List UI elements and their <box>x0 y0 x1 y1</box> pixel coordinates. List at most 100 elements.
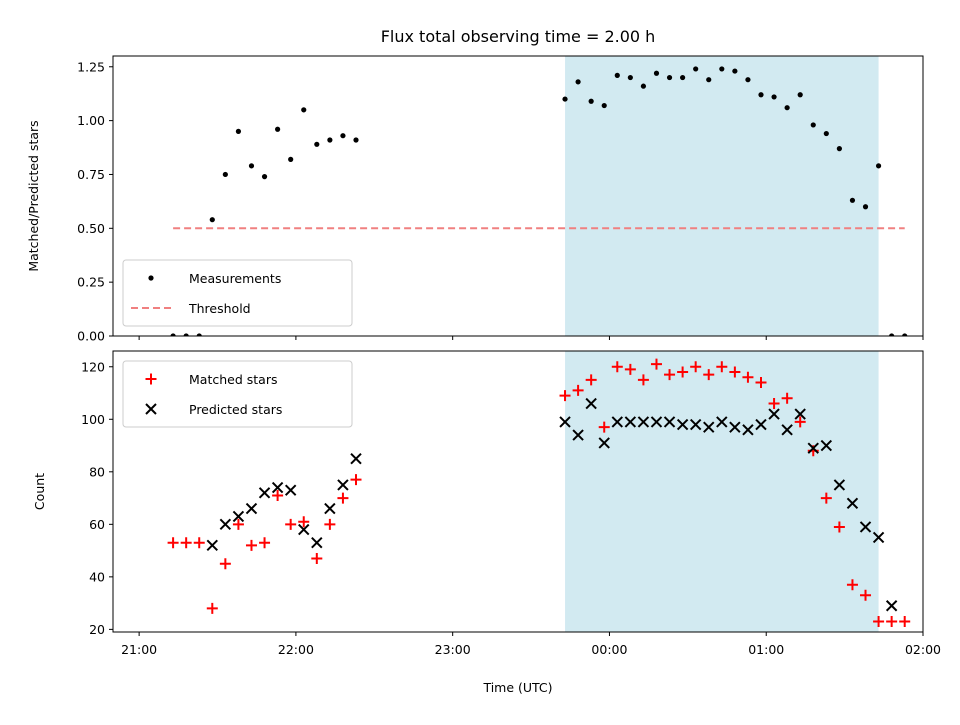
matched-stars-point <box>716 361 728 373</box>
predicted-stars-point <box>742 424 754 436</box>
matched-stars-point <box>742 371 754 383</box>
y-tick-label: 1.25 <box>77 59 105 74</box>
y-tick-label: 40 <box>89 569 105 584</box>
matched-stars-point <box>899 615 911 627</box>
measurements-point <box>653 70 660 76</box>
predicted-stars-point <box>768 408 780 420</box>
measurements-point <box>784 105 790 111</box>
y-axis-label: Count <box>32 473 47 510</box>
x-tick-label: 00:00 <box>591 642 627 657</box>
measurements-point <box>288 156 294 162</box>
predicted-stars-point <box>350 452 362 465</box>
predicted-stars-point <box>271 481 284 494</box>
measurements-point <box>575 79 581 85</box>
plot-area <box>167 358 911 627</box>
matched-stars-point <box>559 390 571 402</box>
x-axis-label: Time (UTC) <box>482 680 552 695</box>
matched-stars-point <box>259 537 271 549</box>
measurements-point <box>758 92 764 98</box>
legend-label: Matched stars <box>189 372 277 387</box>
measurements-point <box>222 171 228 178</box>
matched-stars-point <box>245 539 257 551</box>
measurements-point <box>902 333 908 336</box>
matched-stars-point <box>886 615 898 627</box>
measurements-point <box>875 163 882 169</box>
predicted-stars-point <box>872 531 885 544</box>
measurements-point <box>275 126 281 132</box>
predicted-stars-point <box>206 539 218 552</box>
predicted-stars-point <box>820 439 833 452</box>
matched-stars-point <box>572 384 584 396</box>
matched-stars-point <box>781 392 793 404</box>
matched-stars-point <box>611 361 623 373</box>
bottom-panel: 20 40 60 80 100 120 21:00 22:00 23:00 00:00 01:00 0… <box>32 350 941 657</box>
chart-title: Flux total observing time = 2.00 h <box>381 27 656 46</box>
matched-stars-point <box>664 369 676 381</box>
measurements-point <box>693 66 699 72</box>
matched-stars-point <box>285 518 297 530</box>
measurements-point <box>209 217 215 223</box>
predicted-stars-point <box>846 497 859 510</box>
predicted-stars-point <box>337 479 349 491</box>
y-tick-label: 0.00 <box>77 329 105 344</box>
matched-stars-point <box>650 358 662 370</box>
predicted-stars-point <box>716 416 728 428</box>
matched-stars-point <box>690 361 702 373</box>
observing-window-band <box>565 56 879 336</box>
matched-stars-point <box>324 518 336 530</box>
measurements-point <box>627 74 633 81</box>
matched-stars-point <box>768 398 780 410</box>
measurements-point <box>745 77 751 83</box>
y-tick-label: 100 <box>81 412 105 427</box>
matched-stars-point <box>833 521 845 533</box>
measurements-point <box>836 146 842 152</box>
measurements-point <box>327 137 333 143</box>
legend-box <box>122 259 353 327</box>
measurements-point <box>314 141 320 147</box>
top-panel: 0.00 0.25 0.50 0.75 1.00 1.25 Matched/Predicte… <box>26 55 924 344</box>
predicted-stars-point <box>794 408 806 420</box>
predicted-stars-point <box>324 502 336 515</box>
measurements-point <box>706 77 712 83</box>
matched-stars-point <box>860 589 872 601</box>
legend-box <box>122 360 353 428</box>
x-tick-label: 22:00 <box>278 642 314 657</box>
matched-stars-point <box>846 579 858 591</box>
y-tick-label: 60 <box>89 517 105 532</box>
predicted-stars-point <box>859 521 872 533</box>
predicted-stars-point <box>729 421 741 433</box>
matched-stars-point <box>677 366 689 378</box>
measurements-point <box>340 133 346 139</box>
matched-stars-point <box>820 492 832 504</box>
axes-frame <box>112 55 924 337</box>
y-tick-label: 120 <box>81 359 105 374</box>
matched-stars-point <box>219 558 231 570</box>
matched-stars-point <box>598 421 610 433</box>
predicted-stars-point <box>807 442 819 454</box>
predicted-stars-point <box>755 418 767 431</box>
y-axis-label: Matched/Predicted stars <box>26 120 41 271</box>
x-tick-label: 23:00 <box>435 642 471 657</box>
y-tick-label: 0.75 <box>77 167 105 182</box>
measurements-point <box>732 68 738 74</box>
predicted-stars-point <box>311 537 323 549</box>
measurements-point <box>640 83 647 89</box>
predicted-stars-point <box>232 510 245 523</box>
y-tick-label: 0.50 <box>77 221 105 236</box>
measurements-point <box>248 163 255 169</box>
legend-label: Measurements <box>189 271 281 286</box>
measurements-point <box>719 66 725 72</box>
matched-stars-point <box>729 366 741 378</box>
predicted-stars-point <box>598 437 610 449</box>
matched-stars-point <box>873 615 885 627</box>
x-tick-label: 02:00 <box>905 642 941 657</box>
predicted-stars-point <box>637 416 650 428</box>
matched-stars-point <box>206 602 218 614</box>
observing-window-band <box>565 351 879 632</box>
measurements-point <box>797 92 803 98</box>
predicted-stars-point <box>833 479 846 491</box>
predicted-stars-point <box>245 502 258 515</box>
y-tick-label: 80 <box>89 464 105 479</box>
measurements-point <box>353 137 359 143</box>
